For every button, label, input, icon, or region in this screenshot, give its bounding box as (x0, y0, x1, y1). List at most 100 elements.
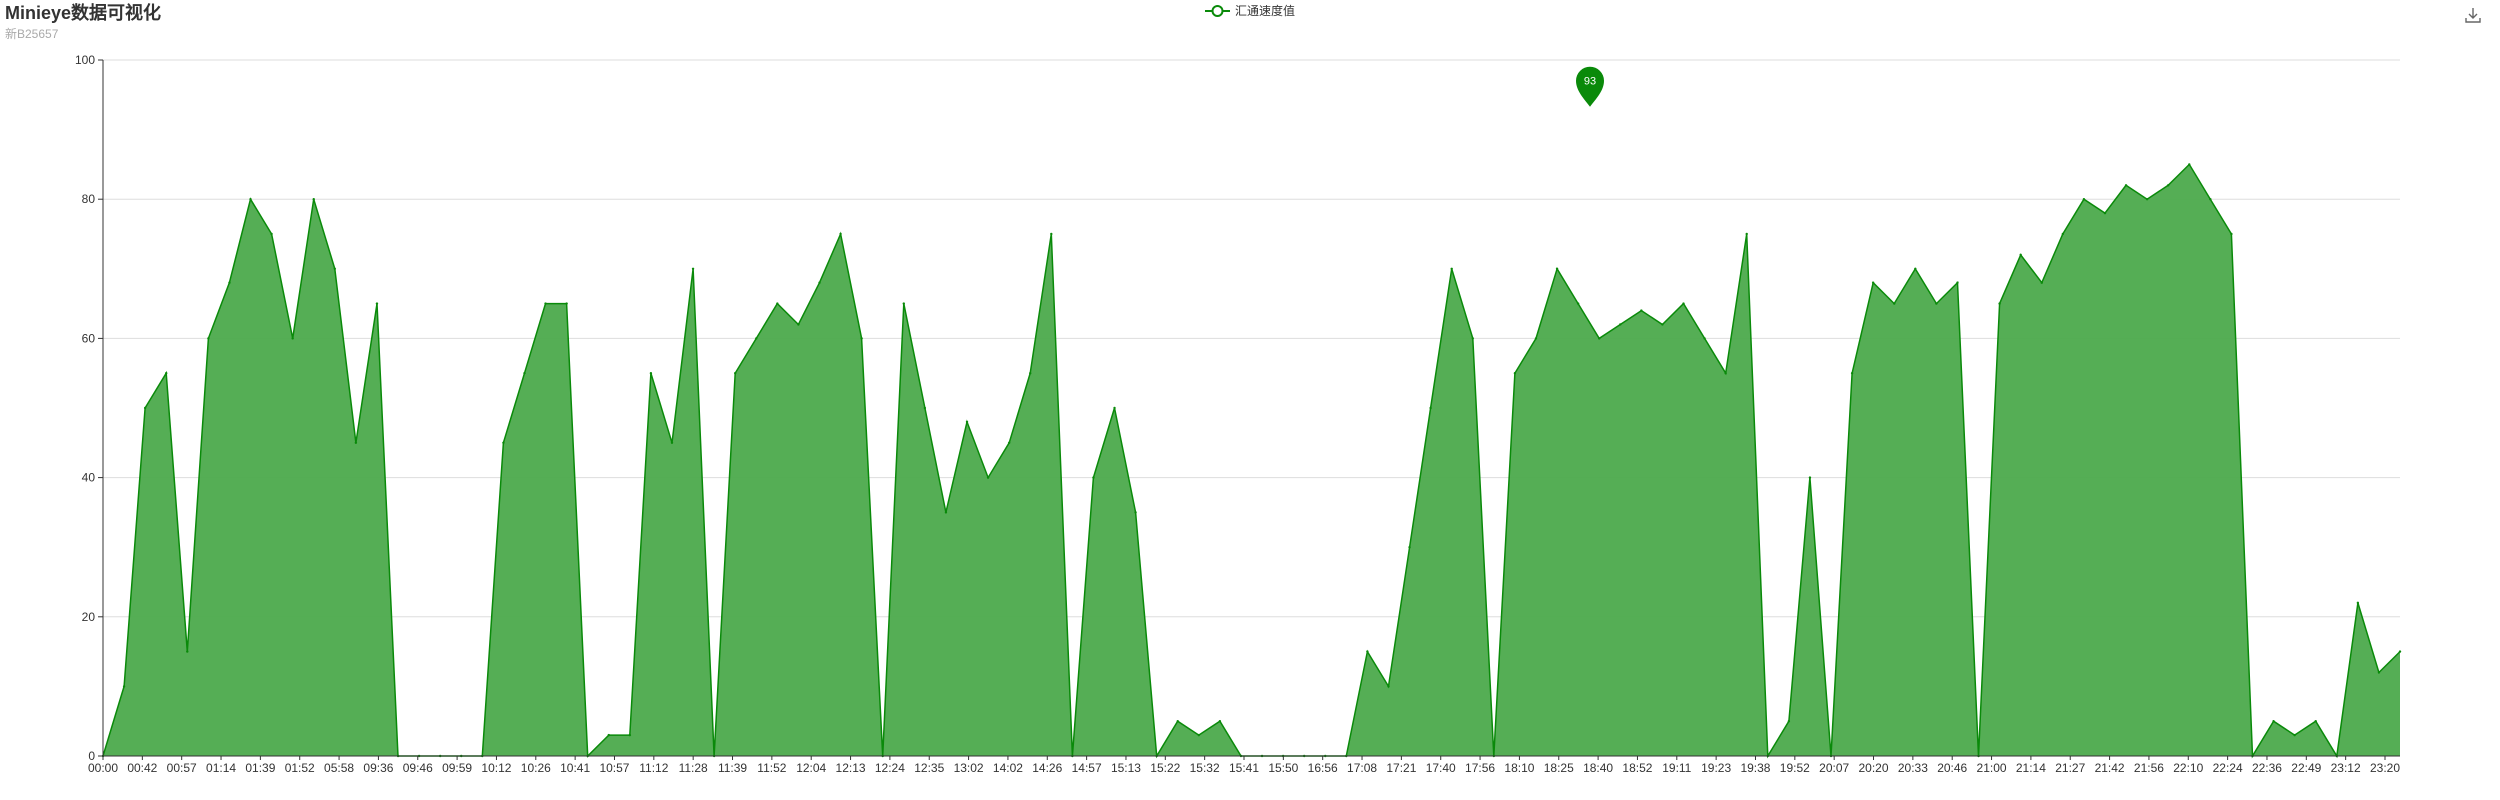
data-point (1134, 511, 1136, 513)
x-tick-label: 15:32 (1190, 761, 1220, 775)
x-tick-label: 11:12 (639, 761, 668, 775)
data-point (2104, 212, 2106, 214)
data-point (1851, 372, 1853, 374)
data-point (987, 476, 989, 478)
data-point (1872, 282, 1874, 284)
x-tick-label: 12:35 (914, 761, 944, 775)
x-tick-label: 10:12 (481, 761, 511, 775)
x-tick-label: 09:36 (363, 761, 393, 775)
data-point (1746, 233, 1748, 235)
data-point (2230, 233, 2232, 235)
x-tick-label: 17:56 (1465, 761, 1495, 775)
data-point (2293, 734, 2295, 736)
x-tick-label: 17:40 (1426, 761, 1456, 775)
data-point (523, 372, 525, 374)
data-point (228, 282, 230, 284)
x-tick-label: 19:52 (1780, 761, 1810, 775)
data-point (1219, 720, 1221, 722)
x-tick-label: 20:07 (1819, 761, 1849, 775)
data-point (1387, 685, 1389, 687)
x-tick-label: 01:52 (285, 761, 315, 775)
x-tick-label: 17:08 (1347, 761, 1377, 775)
data-point (1893, 302, 1895, 304)
data-point (2315, 720, 2317, 722)
data-point (544, 302, 546, 304)
data-point (1598, 337, 1600, 339)
x-tick-label: 10:57 (599, 761, 629, 775)
data-point (123, 685, 125, 687)
x-tick-label: 19:38 (1740, 761, 1770, 775)
x-tick-label: 21:00 (1977, 761, 2007, 775)
x-tick-label: 23:12 (2331, 761, 2361, 775)
x-tick-label: 12:04 (796, 761, 826, 775)
data-point (2167, 184, 2169, 186)
data-point (1429, 407, 1431, 409)
x-tick-label: 18:10 (1504, 761, 1534, 775)
data-point (839, 233, 841, 235)
x-tick-label: 05:58 (324, 761, 354, 775)
data-point (1998, 302, 2000, 304)
data-point (565, 302, 567, 304)
data-point (1366, 650, 1368, 652)
x-tick-label: 01:14 (206, 761, 236, 775)
x-tick-label: 15:41 (1229, 761, 1259, 775)
data-point (1450, 268, 1452, 270)
y-tick-label: 100 (75, 53, 95, 67)
x-tick-label: 01:39 (245, 761, 275, 775)
data-point (2146, 198, 2148, 200)
x-tick-label: 14:02 (993, 761, 1023, 775)
data-point (1703, 337, 1705, 339)
x-tick-label: 00:57 (167, 761, 197, 775)
data-point (1914, 268, 1916, 270)
x-tick-label: 20:33 (1898, 761, 1928, 775)
data-point (1724, 372, 1726, 374)
x-tick-label: 22:24 (2213, 761, 2243, 775)
data-point (1640, 309, 1642, 311)
y-tick-label: 60 (82, 331, 96, 345)
data-point (1198, 734, 1200, 736)
x-tick-label: 21:56 (2134, 761, 2164, 775)
data-point (692, 268, 694, 270)
x-tick-label: 19:23 (1701, 761, 1731, 775)
x-tick-label: 18:25 (1544, 761, 1574, 775)
x-tick-label: 18:40 (1583, 761, 1613, 775)
area-layer (102, 163, 2401, 757)
x-tick-label: 10:26 (521, 761, 551, 775)
data-point (1008, 442, 1010, 444)
x-tick-label: 09:59 (442, 761, 472, 775)
data-point (313, 198, 315, 200)
x-tick-label: 12:13 (836, 761, 866, 775)
data-point (1577, 302, 1579, 304)
x-tick-label: 13:02 (954, 761, 984, 775)
data-point (334, 268, 336, 270)
x-tick-label: 15:50 (1268, 761, 1298, 775)
x-tick-label: 22:10 (2173, 761, 2203, 775)
data-point (2272, 720, 2274, 722)
data-point (1514, 372, 1516, 374)
y-tick-label: 80 (82, 192, 96, 206)
data-point (860, 337, 862, 339)
data-point (755, 337, 757, 339)
data-point (650, 372, 652, 374)
data-point (1788, 720, 1790, 722)
data-point (2041, 282, 2043, 284)
x-tick-label: 10:41 (560, 761, 590, 775)
x-tick-label: 11:28 (679, 761, 708, 775)
data-point (1177, 720, 1179, 722)
data-point (903, 302, 905, 304)
data-point (376, 302, 378, 304)
data-point (734, 372, 736, 374)
data-point (1092, 476, 1094, 478)
x-tick-label: 16:56 (1308, 761, 1338, 775)
data-point (165, 372, 167, 374)
data-point (2019, 254, 2021, 256)
x-tick-label: 00:42 (127, 761, 157, 775)
data-point (502, 442, 504, 444)
series-area (103, 164, 2400, 756)
data-point (2357, 602, 2359, 604)
data-point (2399, 650, 2401, 652)
data-point (249, 198, 251, 200)
data-point (1619, 323, 1621, 325)
data-point (291, 337, 293, 339)
